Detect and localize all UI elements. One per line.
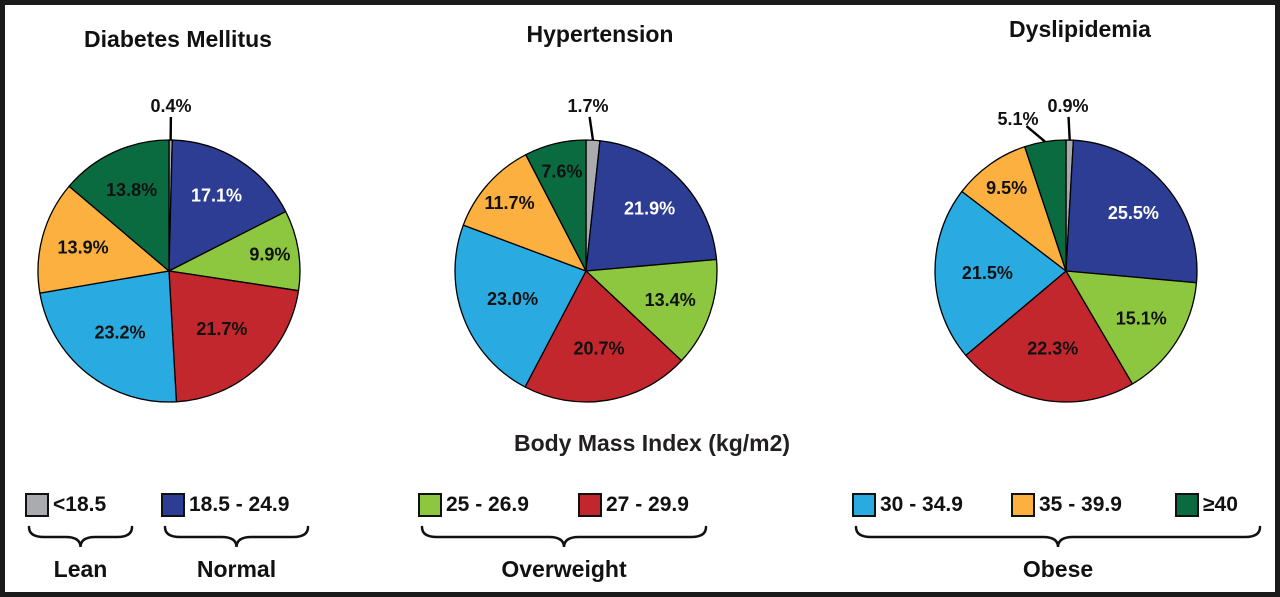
pie-slice-40 <box>525 139 587 272</box>
pie-slice-18-5-24-9 <box>168 139 287 272</box>
pie-slice-40 <box>68 139 170 272</box>
pie-slice-27-29-9 <box>524 270 683 403</box>
slice-label: 9.5% <box>986 178 1027 198</box>
pie-slice-30-34-9 <box>934 190 1067 357</box>
slice-label: 21.9% <box>624 199 675 219</box>
legend-swatch <box>25 492 49 517</box>
pie-title-diabetes-mellitus: Diabetes Mellitus <box>84 26 272 52</box>
brace-overweight <box>420 525 708 548</box>
legend-item-25-26-9: 25 - 26.9 <box>418 492 529 517</box>
slice-callout-label: 0.4% <box>150 96 191 116</box>
slice-label: 9.9% <box>249 245 290 265</box>
legend-label: <18.5 <box>53 493 107 516</box>
slice-label: 21.7% <box>196 319 247 339</box>
slice-label: 7.6% <box>541 162 582 182</box>
legend-label: 27 - 29.9 <box>606 493 689 516</box>
slice-label: 20.7% <box>574 339 625 359</box>
legend-label: 25 - 26.9 <box>446 493 529 516</box>
slice-callout-line <box>1025 125 1046 143</box>
pie-chart-diabetes-mellitus: 0.4% 17.1% 9.9% 21.7% 23.2% 13.9% 13.8% <box>37 96 301 403</box>
pie-slice-35-39-9 <box>462 154 587 272</box>
slice-callout-line <box>588 116 595 141</box>
pie-slice-30-34-9 <box>39 270 178 403</box>
legend-group-label-obese: Obese <box>1022 556 1094 582</box>
legend-item-30-34-9: 30 - 34.9 <box>852 492 963 517</box>
slice-label: 13.4% <box>645 290 696 310</box>
legend-label: 35 - 39.9 <box>1039 493 1122 516</box>
slice-label: 15.1% <box>1116 309 1167 329</box>
legend-swatch <box>418 492 442 517</box>
pie-slice-35-39-9 <box>37 185 170 294</box>
slice-label: 25.5% <box>1108 203 1159 223</box>
pie-slice-25-26-9 <box>1065 270 1198 385</box>
legend-swatch <box>578 492 602 517</box>
legend-label: 30 - 34.9 <box>880 493 963 516</box>
pie-slice-30-34-9 <box>454 224 587 388</box>
pie-title-dyslipidemia: Dyslipidemia <box>1009 16 1151 42</box>
slice-label: 11.7% <box>485 193 535 213</box>
legend-label: ≥40 <box>1203 493 1238 516</box>
slice-label: 21.5% <box>962 263 1013 283</box>
slice-label: 13.9% <box>58 237 109 257</box>
pie-slice-35-39-9 <box>961 146 1067 272</box>
brace-lean <box>27 525 134 548</box>
legend-group-label-lean: Lean <box>53 556 108 582</box>
pie-slice-27-29-9 <box>965 270 1134 403</box>
legend-item-18-5-24-9: 18.5 - 24.9 <box>161 492 289 517</box>
bmi-axis-title: Body Mass Index (kg/m2) <box>513 430 791 456</box>
slice-label: 23.0% <box>487 289 538 309</box>
slice-callout-label: 0.9% <box>1047 96 1088 116</box>
pie-slice-25-26-9 <box>585 258 718 362</box>
legend-item-27-29-9: 27 - 29.9 <box>578 492 689 517</box>
legend-swatch <box>1175 492 1199 517</box>
pie-chart-dyslipidemia: 0.9% 25.5% 15.1% 22.3% 21.5% 9.5% 5.1% <box>934 96 1198 403</box>
legend-swatch <box>852 492 876 517</box>
legend-swatch <box>1011 492 1035 517</box>
pie-slice-18-5-24-9 <box>1065 139 1198 284</box>
slice-label: 23.2% <box>95 322 146 342</box>
legend-group-label-overweight: Overweight <box>501 556 627 582</box>
pie-slice-25-26-9 <box>168 210 301 292</box>
pie-slice-27-29-9 <box>168 270 300 403</box>
pie-slice-18-5-24-9 <box>585 140 718 272</box>
slice-label: 22.3% <box>1027 338 1078 358</box>
legend-swatch <box>161 492 185 517</box>
pie-slice-40 <box>1024 139 1067 272</box>
pie-chart-hypertension: 1.7% 21.9% 13.4% 20.7% 23.0% 11.7% 7.6% <box>454 96 718 403</box>
brace-normal <box>163 525 310 548</box>
pie-title-hypertension: Hypertension <box>526 21 674 47</box>
legend-label: 18.5 - 24.9 <box>189 493 290 516</box>
legend-item-18-5: <18.5 <box>25 492 106 517</box>
legend-item-35-39-9: 35 - 39.9 <box>1011 492 1122 517</box>
slice-callout-label: 5.1% <box>997 109 1038 129</box>
slice-label: 13.8% <box>106 180 157 200</box>
legend-group-label-normal: Normal <box>196 556 277 582</box>
slice-label: 17.1% <box>191 186 242 206</box>
slice-callout-line <box>1067 116 1071 141</box>
brace-obese <box>854 525 1262 548</box>
slice-callout-label: 1.7% <box>567 96 608 116</box>
legend-item-40: ≥40 <box>1175 492 1238 517</box>
